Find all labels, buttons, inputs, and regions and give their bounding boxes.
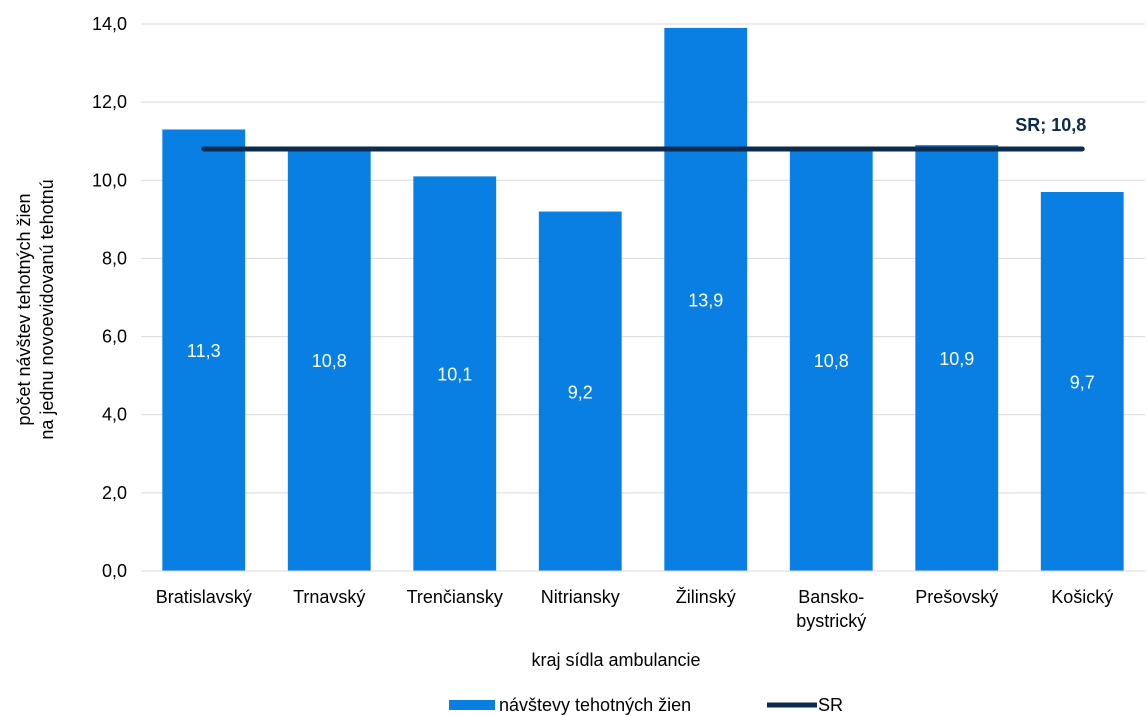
y-tick-label: 0,0 (102, 561, 127, 581)
y-tick-label: 8,0 (102, 248, 127, 268)
x-axis-title: kraj sídla ambulancie (531, 650, 700, 670)
bar-value-label: 9,7 (1070, 373, 1095, 393)
x-tick-label-line: Bansko- (798, 587, 864, 607)
y-axis-title: počet návštev tehotných žien na jednu nov… (14, 179, 57, 439)
x-tick-label: Bansko-bystrický (796, 587, 866, 631)
bar-value-label: 11,3 (187, 341, 221, 361)
bar-value-label: 10,9 (939, 349, 974, 369)
bar-value-label: 13,9 (688, 290, 723, 310)
bars (162, 28, 1123, 571)
bar-value-label: 10,8 (814, 351, 849, 371)
bar-value-label: 10,8 (312, 351, 347, 371)
y-tick-label: 14,0 (92, 14, 127, 34)
bar-value-label: 9,2 (568, 382, 593, 402)
y-axis-title-line: počet návštev tehotných žien (14, 193, 34, 425)
x-tick-label-line: Trnavský (293, 587, 365, 607)
legend: návštevy tehotných žien SR (449, 695, 843, 715)
y-axis-title-line: na jednu novoevidovanú tehotnú (37, 179, 57, 439)
reference-line-group: SR; 10,8 (204, 115, 1087, 149)
y-tick-label: 4,0 (102, 405, 127, 425)
x-tick-label: Trnavský (293, 587, 365, 607)
x-axis-category-labels: Bratislavský Trnavský Trenčiansky Nitriansk… (156, 587, 1114, 631)
legend-label-sr: SR (818, 695, 843, 715)
x-tick-label: Bratislavský (156, 587, 252, 607)
y-tick-label: 6,0 (102, 327, 127, 347)
x-tick-label-line: Žilinský (676, 587, 736, 607)
x-tick-label-line: bystrický (796, 611, 866, 631)
x-tick-label: Žilinský (676, 587, 736, 607)
x-tick-label: Trenčiansky (407, 587, 503, 607)
y-axis-ticks: 0,0 2,0 4,0 6,0 8,0 10,0 12,0 14,0 (92, 14, 127, 581)
x-tick-label: Prešovský (915, 587, 998, 607)
legend-label-bars: návštevy tehotných žien (499, 695, 691, 715)
x-tick-label-line: Trenčiansky (407, 587, 503, 607)
x-tick-label: Košický (1051, 587, 1113, 607)
y-tick-label: 2,0 (102, 483, 127, 503)
legend-swatch-bars (449, 700, 495, 710)
x-tick-label-line: Košický (1051, 587, 1113, 607)
x-tick-label-line: Prešovský (915, 587, 998, 607)
x-tick-label: Nitriansky (541, 587, 620, 607)
y-tick-label: 12,0 (92, 92, 127, 112)
y-tick-label: 10,0 (92, 170, 127, 190)
reference-line-label: SR; 10,8 (1015, 115, 1086, 135)
x-tick-label-line: Nitriansky (541, 587, 620, 607)
bar-value-label: 10,1 (437, 365, 472, 385)
x-tick-label-line: Bratislavský (156, 587, 252, 607)
